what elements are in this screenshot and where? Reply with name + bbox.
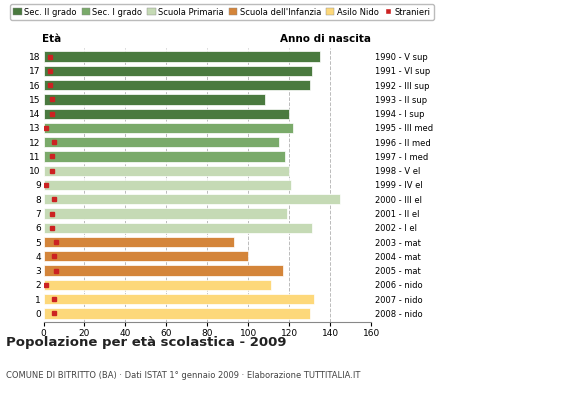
Bar — [44, 280, 271, 290]
Bar — [44, 94, 264, 104]
Bar — [44, 66, 312, 76]
Bar — [44, 137, 279, 147]
Text: Popolazione per età scolastica - 2009: Popolazione per età scolastica - 2009 — [6, 336, 287, 349]
Bar — [44, 108, 289, 119]
Text: Età: Età — [42, 34, 61, 44]
Bar — [44, 266, 283, 276]
Bar — [44, 80, 310, 90]
Legend: Sec. II grado, Sec. I grado, Scuola Primaria, Scuola dell'Infanzia, Asilo Nido, : Sec. II grado, Sec. I grado, Scuola Prim… — [10, 4, 434, 20]
Bar — [44, 294, 314, 304]
Bar — [44, 308, 310, 318]
Bar — [44, 180, 291, 190]
Bar — [44, 208, 287, 219]
Text: COMUNE DI BITRITTO (BA) · Dati ISTAT 1° gennaio 2009 · Elaborazione TUTTITALIA.I: COMUNE DI BITRITTO (BA) · Dati ISTAT 1° … — [6, 371, 360, 380]
Bar — [44, 123, 293, 133]
Bar — [44, 194, 340, 204]
Bar — [44, 237, 234, 247]
Bar — [44, 223, 312, 233]
Text: Anno di nascita: Anno di nascita — [280, 34, 371, 44]
Bar — [44, 151, 285, 162]
Bar — [44, 166, 289, 176]
Bar — [44, 251, 248, 262]
Bar — [44, 52, 320, 62]
